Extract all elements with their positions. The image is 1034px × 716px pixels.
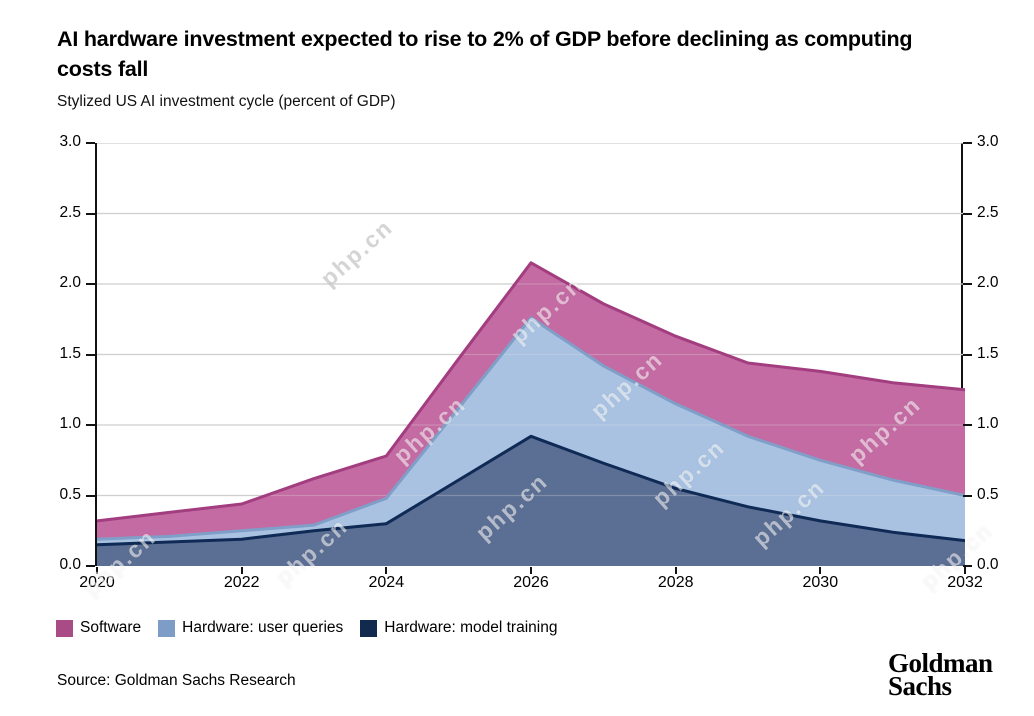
logo-line-2: Sachs <box>888 670 952 701</box>
x-axis-tick <box>964 567 966 574</box>
y-axis-label-left: 3.0 <box>59 133 81 150</box>
y-axis-label-left: 1.5 <box>59 344 81 362</box>
legend-item: Hardware: model training <box>360 619 557 637</box>
x-axis-label: 2024 <box>368 574 405 591</box>
y-axis-tick-left <box>86 283 95 285</box>
legend: Software Hardware: user queries Hardware… <box>56 619 557 637</box>
y-axis-tick-right <box>963 494 972 497</box>
x-axis-tick <box>240 567 243 574</box>
x-axis-tick <box>530 567 532 574</box>
y-axis-tick-left <box>86 494 95 497</box>
legend-swatch-icon <box>56 619 73 637</box>
x-axis-label: 2022 <box>223 574 260 591</box>
y-axis-tick-left <box>86 565 95 567</box>
legend-item: Software <box>56 619 141 637</box>
legend-swatch-icon <box>360 619 378 637</box>
source-text: Source: Goldman Sachs Research <box>57 672 296 689</box>
y-axis-label-right: 1.0 <box>977 415 999 432</box>
y-axis-label-left: 0.5 <box>59 485 81 503</box>
y-axis-tick-left <box>86 142 95 144</box>
y-axis-label-right: 2.5 <box>977 203 999 221</box>
stacked-area-svg <box>97 143 965 566</box>
y-axis-label-left: 2.0 <box>59 274 81 291</box>
y-axis-label-right: 3.0 <box>977 133 999 150</box>
legend-label: Hardware: model training <box>384 619 558 636</box>
x-axis-tick <box>385 567 388 574</box>
logo-line-1: Goldman <box>888 648 993 678</box>
legend-label: Software <box>80 619 142 636</box>
y-axis-label-right: 0.0 <box>977 556 999 573</box>
y-axis-label-right: 2.0 <box>977 274 999 291</box>
x-axis-tick <box>674 567 677 574</box>
x-axis-label: 2030 <box>802 574 839 591</box>
y-axis-tick-right <box>963 142 972 144</box>
legend-item: Hardware: user queries <box>158 619 343 637</box>
y-axis-tick-right <box>963 283 972 285</box>
y-axis-tick-left <box>86 424 95 426</box>
y-axis-tick-right <box>963 424 972 426</box>
y-axis-tick-right <box>963 212 972 215</box>
chart-subtitle: Stylized US AI investment cycle (percent… <box>57 93 396 110</box>
y-axis-label-right: 0.5 <box>977 485 999 503</box>
x-axis-label: 2026 <box>513 574 549 591</box>
legend-swatch-icon <box>158 619 176 637</box>
goldman-sachs-logo: Goldman Sachs <box>888 648 993 701</box>
x-axis-tick <box>96 567 98 574</box>
y-axis-label-left: 0.0 <box>59 556 81 573</box>
plot-area: 0.0 0.0 0.5 0.5 1.0 1.0 1.5 1.5 2.0 2.0 2.5 2.5 3.0 3… <box>59 133 998 602</box>
y-axis-tick-left <box>86 353 95 356</box>
y-axis-label-right: 1.5 <box>977 344 999 362</box>
y-axis-label-left: 1.0 <box>59 415 81 432</box>
x-axis-label: 2028 <box>657 574 694 591</box>
y-axis-tick-right <box>963 565 972 567</box>
legend-label: Hardware: user queries <box>182 619 344 636</box>
x-axis-label: 2032 <box>947 574 983 591</box>
chart-title: AI hardware investment expected to rise … <box>57 27 913 82</box>
y-axis-label-left: 2.5 <box>59 203 81 221</box>
y-axis-tick-right <box>963 353 972 356</box>
y-axis-tick-left <box>86 212 95 215</box>
x-axis-label: 2020 <box>79 574 115 591</box>
x-axis-tick <box>819 567 822 574</box>
